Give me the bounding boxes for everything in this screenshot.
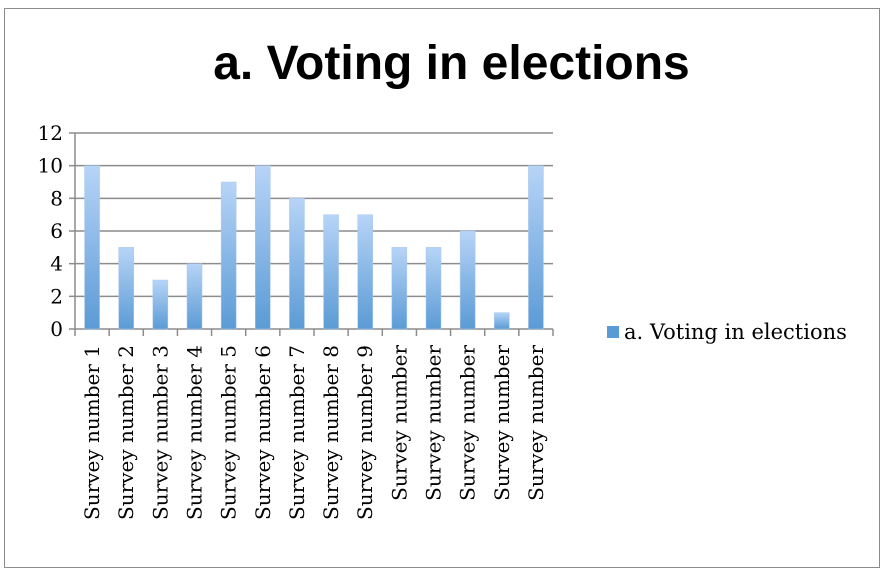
bar-6 <box>255 165 271 330</box>
bar-10 <box>391 247 408 330</box>
x-tick-label: Survey number <box>387 345 411 501</box>
bar-9 <box>357 214 373 330</box>
bar-3 <box>152 279 169 330</box>
bar-7 <box>289 198 305 330</box>
y-tick-label: 10 <box>38 154 63 178</box>
gridlines <box>75 132 553 298</box>
axes <box>69 132 554 336</box>
bar-chart: 0 2 4 6 8 10 12 Survey number 1 Survey number 2… <box>38 121 847 520</box>
y-tick-label: 0 <box>50 317 63 341</box>
chart-title: a. Voting in elections <box>213 37 690 90</box>
x-tick-labels: Survey number 1 Survey number 2 Survey num… <box>80 345 548 520</box>
x-tick-label: Survey number 5 <box>217 345 241 520</box>
bar-4 <box>186 263 203 330</box>
bar-8 <box>323 214 339 330</box>
y-tick-label: 2 <box>50 284 63 308</box>
x-tick-label: Survey number 2 <box>114 345 138 520</box>
y-tick-label: 4 <box>50 252 63 276</box>
bar-2 <box>118 247 134 330</box>
y-tick-labels: 0 2 4 6 8 10 12 <box>38 121 63 341</box>
bar-1 <box>84 165 100 330</box>
chart-frame <box>4 8 880 568</box>
legend-label: a. Voting in elections <box>624 320 847 344</box>
x-tick-label: Survey number 4 <box>183 345 207 520</box>
bars <box>84 165 544 330</box>
y-tick-label: 12 <box>38 121 63 145</box>
x-tick-label: Survey number 6 <box>251 345 275 520</box>
legend-swatch <box>607 326 619 338</box>
y-tick-label: 6 <box>50 219 63 243</box>
x-tick-label: Survey number 3 <box>148 345 172 520</box>
bar-11 <box>425 247 442 330</box>
x-tick-label: Survey number <box>524 345 548 501</box>
x-tick-label: Survey number 9 <box>353 345 377 520</box>
x-tick-label: Survey number 8 <box>319 345 343 520</box>
bar-5 <box>220 181 237 330</box>
bar-13 <box>494 312 510 330</box>
x-tick-label: Survey number <box>422 345 446 501</box>
bar-12 <box>459 230 476 330</box>
bar-14 <box>528 165 544 330</box>
x-tick-label: Survey number <box>456 345 480 501</box>
y-tick-label: 8 <box>50 186 63 210</box>
x-tick-label: Survey number 1 <box>80 345 104 520</box>
legend: a. Voting in elections <box>607 320 847 344</box>
x-tick-label: Survey number 7 <box>285 345 309 520</box>
x-tick-label: Survey number <box>490 345 514 501</box>
